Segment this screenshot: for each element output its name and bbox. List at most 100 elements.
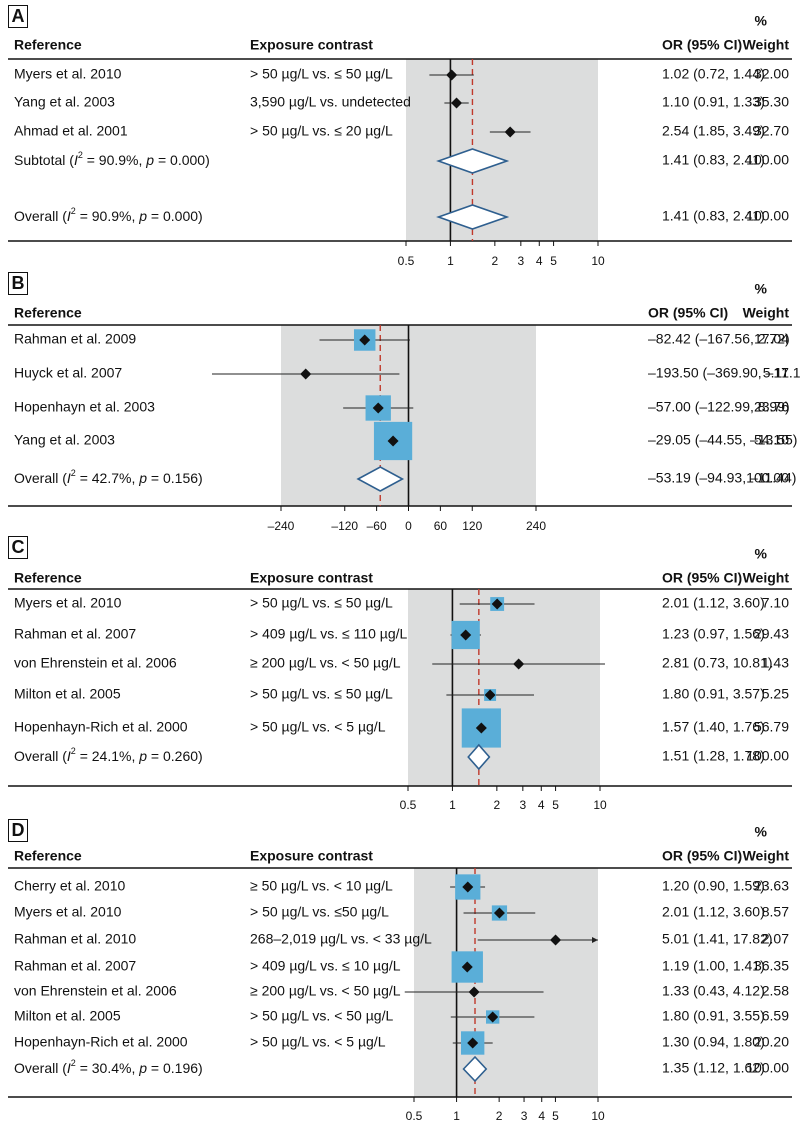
point-estimate <box>467 1037 479 1049</box>
study-row: Rahman et al. 2007 > 409 µg/L vs. ≤ 10 µg… <box>14 951 789 983</box>
weight-value: 100.00 <box>746 1060 789 1076</box>
weight-value: 56.79 <box>754 719 789 735</box>
study-row: Milton et al. 2005 > 50 µg/L vs. ≤ 50 µg/… <box>14 686 789 702</box>
study-row: Hopenhayn-Rich et al. 2000 > 50 µg/L vs. … <box>14 708 789 748</box>
percent-header: % <box>755 824 768 840</box>
point-estimate <box>491 598 503 610</box>
tick-label: 240 <box>526 519 546 533</box>
or-ci-value: 1.41 (0.83, 2.41) <box>662 152 765 168</box>
study-row: von Ehrenstein et al. 2006 ≥ 200 µg/L vs.… <box>14 983 789 999</box>
point-estimate <box>484 689 496 701</box>
study-row: Myers et al. 2010 > 50 µg/L vs. ≤50 µg/L 2… <box>14 904 789 921</box>
tick-label: 0.5 <box>400 798 417 812</box>
exposure-contrast: ≥ 200 µg/L vs. < 50 µg/L <box>250 983 401 999</box>
exposure-header: Exposure contrast <box>250 570 373 586</box>
exposure-contrast: > 50 µg/L vs. < 50 µg/L <box>250 1008 393 1024</box>
point-estimate <box>359 334 371 346</box>
study-reference: Hopenhayn et al. 2003 <box>14 399 155 415</box>
tick-label: 5 <box>552 798 559 812</box>
point-estimate <box>468 986 480 998</box>
or-ci-value: 1.19 (1.00, 1.41) <box>662 958 765 974</box>
study-reference: Milton et al. 2005 <box>14 686 121 702</box>
weight-header: Weight <box>743 848 790 864</box>
weight-value: 100.00 <box>746 748 789 764</box>
overall-row: Overall (I2 = 24.1%, p = 0.260) 1.51 (1.2… <box>14 743 789 771</box>
weight-value: 7.10 <box>762 595 789 611</box>
plot-band <box>406 59 598 241</box>
study-reference: Hopenhayn-Rich et al. 2000 <box>14 1034 188 1050</box>
overall-row: Overall (I2 = 30.4%, p = 0.196) 1.35 (1.1… <box>14 1055 789 1083</box>
or-ci-value: 1.33 (0.43, 4.12) <box>662 983 765 999</box>
study-row: Yang et al. 2003 3,590 µg/L vs. undetecte… <box>14 94 789 110</box>
pooled-diamond <box>436 148 510 174</box>
or-header: OR (95% CI) <box>648 305 728 321</box>
study-row: Hopenhayn-Rich et al. 2000 > 50 µg/L vs. … <box>14 1031 789 1055</box>
study-reference: Hopenhayn-Rich et al. 2000 <box>14 719 188 735</box>
exposure-contrast: > 50 µg/L vs. ≤ 20 µg/L <box>250 123 393 139</box>
study-reference: Overall (I2 = 24.1%, p = 0.260) <box>14 746 203 763</box>
or-ci-value: –193.50 (–369.90, –17.10) <box>648 365 800 381</box>
point-estimate <box>460 629 472 641</box>
exposure-header: Exposure contrast <box>250 37 373 53</box>
pooled-diamond <box>356 466 405 492</box>
or-header: OR (95% CI) <box>662 848 742 864</box>
weight-value: 2.07 <box>762 931 789 947</box>
reference-header: Reference <box>14 848 82 864</box>
study-row: Rahman et al. 2010 268–2,019 µg/L vs. < 3… <box>14 931 789 947</box>
or-ci-value: 5.01 (1.41, 17.82) <box>662 931 773 947</box>
overall-row: Overall (I2 = 90.9%, p = 0.000) 1.41 (0.8… <box>14 204 789 230</box>
point-estimate <box>504 126 516 138</box>
exposure-contrast: > 50 µg/L vs. ≤ 50 µg/L <box>250 595 393 611</box>
tick-label: 10 <box>591 1109 605 1121</box>
weight-value: 5.11 <box>763 365 789 381</box>
exposure-contrast: > 409 µg/L vs. ≤ 10 µg/L <box>250 958 401 974</box>
reference-header: Reference <box>14 37 82 53</box>
exposure-contrast: ≥ 200 µg/L vs. < 50 µg/L <box>250 655 401 671</box>
exposure-contrast: > 50 µg/L vs. ≤50 µg/L <box>250 904 389 920</box>
exposure-contrast: > 409 µg/L vs. ≤ 110 µg/L <box>250 626 408 642</box>
panel-label-c: C <box>8 536 28 559</box>
study-reference: Overall (I2 = 90.9%, p = 0.000) <box>14 206 203 223</box>
percent-header: % <box>755 13 768 29</box>
tick-label: 2 <box>494 798 501 812</box>
tick-label: 10 <box>593 798 607 812</box>
point-estimate <box>493 907 505 919</box>
study-reference: Myers et al. 2010 <box>14 66 122 82</box>
overall-row: Overall (I2 = 42.7%, p = 0.156) –53.19 (–… <box>14 466 796 492</box>
panel-a: Reference Exposure contrast OR (95% CI)% We… <box>8 13 792 268</box>
weight-header: Weight <box>743 305 790 321</box>
tick-label: 3 <box>521 1109 528 1121</box>
or-header: OR (95% CI) <box>662 37 742 53</box>
study-reference: Rahman et al. 2007 <box>14 958 136 974</box>
weight-value: 100.00 <box>746 152 789 168</box>
exposure-contrast: > 50 µg/L vs. ≤ 50 µg/L <box>250 66 393 82</box>
or-ci-value: 1.41 (0.83, 2.41) <box>662 208 765 224</box>
weight-value: 6.59 <box>762 1008 789 1024</box>
panel-label-a: A <box>8 5 28 28</box>
tick-label: 2 <box>496 1109 503 1121</box>
or-ci-value: 1.23 (0.97, 1.56) <box>662 626 765 642</box>
study-row: Hopenhayn et al. 2003 –57.00 (–122.99, 8.… <box>14 395 790 421</box>
weight-value: 36.35 <box>754 958 789 974</box>
point-estimate <box>446 69 458 81</box>
tick-label: 4 <box>536 254 543 268</box>
study-reference: von Ehrenstein et al. 2006 <box>14 983 177 999</box>
point-estimate <box>475 722 487 734</box>
percent-header: % <box>755 546 768 562</box>
ci-arrow <box>592 937 598 943</box>
study-row: von Ehrenstein et al. 2006 ≥ 200 µg/L vs.… <box>14 655 789 671</box>
or-ci-value: –82.42 (–167.56, 2.72) <box>648 331 790 347</box>
or-ci-value: 1.57 (1.40, 1.76) <box>662 719 765 735</box>
weight-value: 32.70 <box>754 123 789 139</box>
tick-label: 0.5 <box>398 254 415 268</box>
point-estimate <box>451 97 463 109</box>
study-reference: Overall (I2 = 42.7%, p = 0.156) <box>14 468 203 485</box>
tick-label: 4 <box>538 1109 545 1121</box>
or-ci-value: 1.20 (0.90, 1.59) <box>662 878 765 894</box>
weight-value: 54.10 <box>754 432 789 448</box>
exposure-contrast: > 50 µg/L vs. < 5 µg/L <box>250 1034 386 1050</box>
pooled-diamond <box>467 743 491 771</box>
pooled-diamond <box>436 204 510 230</box>
study-reference: Yang et al. 2003 <box>14 94 115 110</box>
